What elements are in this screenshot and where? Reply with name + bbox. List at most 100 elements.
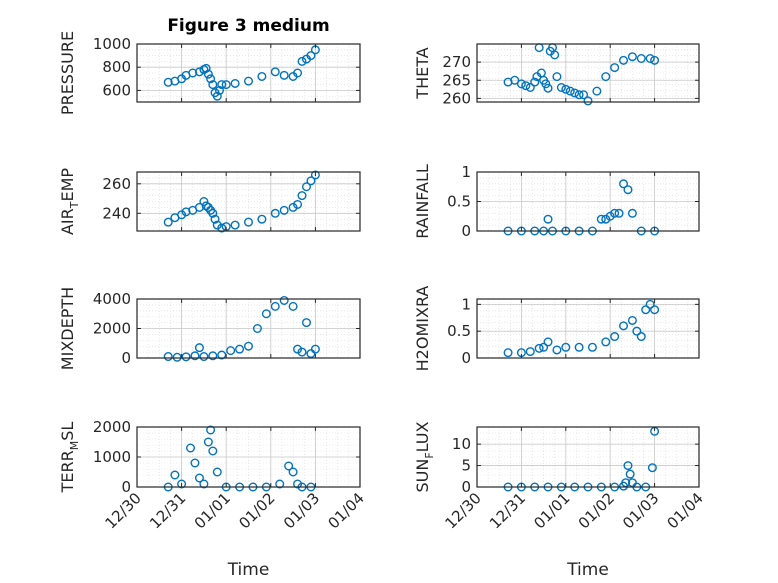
y-tick-label: 260: [102, 175, 131, 193]
data-point: [199, 479, 209, 489]
data-point: [177, 210, 187, 220]
data-point: [556, 82, 566, 92]
data-point: [614, 208, 624, 218]
x-tick-label: 01/01: [191, 489, 234, 532]
y-tick-label: 800: [102, 58, 131, 76]
data-point: [587, 342, 597, 352]
y-axis-label: RAINFALL: [413, 164, 432, 239]
x-tick-label: 12/31: [146, 489, 189, 532]
data-point: [619, 179, 629, 189]
data-point: [543, 337, 553, 347]
data-point: [215, 85, 225, 95]
subplot-h2omixra: 0 0.5 1 H2OMIXRA: [413, 286, 700, 372]
data-point: [261, 309, 271, 319]
data-point: [230, 78, 240, 88]
data-point: [516, 79, 526, 89]
data-point: [257, 214, 267, 224]
data-point: [288, 467, 298, 477]
data-point: [230, 220, 240, 230]
data-point: [172, 352, 182, 362]
data-point: [619, 321, 629, 331]
data-point: [619, 55, 629, 65]
data-point: [645, 54, 655, 64]
y-tick-label: 4000: [93, 290, 131, 308]
y-tick-label: 0.5: [447, 193, 471, 211]
data-point: [243, 341, 253, 351]
y-tick-label: 2000: [93, 418, 131, 436]
data-point: [217, 223, 227, 233]
series-h2omixra: [503, 299, 660, 358]
data-point: [288, 202, 298, 212]
data-point: [601, 214, 611, 224]
data-point: [623, 461, 633, 471]
data-point: [210, 214, 220, 224]
data-point: [650, 305, 660, 315]
y-axis-label: H2OMIXRA: [413, 286, 432, 372]
data-point: [235, 344, 245, 354]
axes-box: [136, 171, 361, 232]
data-point: [650, 55, 660, 65]
data-point: [534, 343, 544, 353]
series-theta: [503, 43, 660, 106]
x-tick-label: 01/02: [575, 489, 618, 532]
data-point: [627, 315, 637, 325]
y-axis-label: AIRTEMP: [58, 168, 81, 235]
subplot-mixdepth: 0 2000 4000 MIXDEPTH: [58, 287, 361, 370]
data-point: [170, 470, 180, 480]
data-point: [293, 199, 303, 209]
data-point: [208, 80, 218, 90]
data-point: [579, 90, 589, 100]
data-point: [190, 458, 200, 468]
data-point: [243, 76, 253, 86]
x-tick-label: 01/04: [325, 489, 368, 532]
data-point: [541, 79, 551, 89]
data-point: [199, 196, 209, 206]
data-point: [583, 96, 593, 106]
y-tick-label: 2000: [93, 320, 131, 338]
y-tick-label: 265: [442, 71, 471, 89]
y-tick-label: 5: [461, 457, 471, 475]
y-tick-label: 1000: [93, 448, 131, 466]
data-point: [625, 469, 635, 479]
data-point: [275, 479, 285, 489]
series-air-temp: [163, 170, 320, 233]
data-point: [181, 352, 191, 362]
data-point: [297, 191, 307, 201]
data-point: [310, 170, 320, 180]
series-pressure: [163, 45, 320, 101]
x-tick-label: 01/02: [235, 489, 278, 532]
data-point: [627, 52, 637, 62]
data-point: [243, 217, 253, 227]
axes-box: [136, 43, 361, 103]
data-point: [208, 351, 218, 361]
data-point: [297, 347, 307, 357]
y-tick-label: 1000: [93, 35, 131, 53]
data-point: [293, 68, 303, 78]
x-tick-label: 01/03: [619, 489, 662, 532]
data-point: [163, 352, 173, 362]
data-point: [306, 51, 316, 61]
data-point: [163, 217, 173, 227]
data-point: [601, 337, 611, 347]
data-point: [279, 205, 289, 215]
y-axis-label: THETA: [413, 47, 432, 99]
x-axis-label: Time: [566, 560, 609, 580]
y-tick-label: 1: [461, 295, 471, 313]
y-tick-label: 10: [452, 435, 471, 453]
data-point: [188, 68, 198, 78]
data-point: [565, 86, 575, 96]
data-point: [301, 318, 311, 328]
data-point: [279, 295, 289, 305]
data-point: [310, 344, 320, 354]
data-point: [605, 211, 615, 221]
data-point: [270, 67, 280, 77]
figure-title: Figure 3 medium: [167, 16, 329, 36]
data-point: [284, 461, 294, 471]
data-point: [257, 71, 267, 81]
data-point: [521, 81, 531, 91]
data-point: [212, 467, 222, 477]
data-point: [201, 63, 211, 73]
